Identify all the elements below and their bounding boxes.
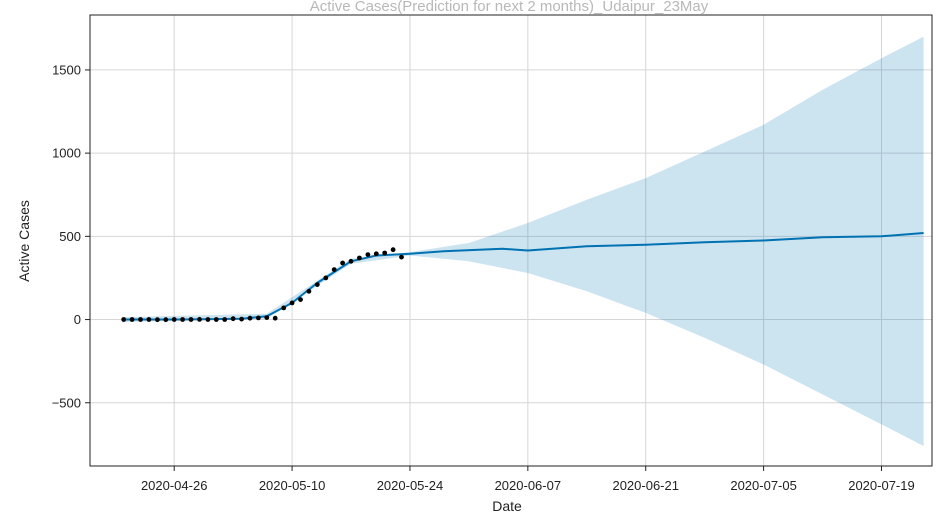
y-tick-label: 500 [59, 229, 81, 244]
observed-point [155, 317, 160, 323]
observed-point [331, 267, 337, 272]
observed-point [272, 315, 278, 321]
observed-point [222, 317, 228, 322]
observed-point [138, 317, 143, 322]
observed-point [188, 317, 194, 322]
y-axis-ticks: −500 0 500 1000 1500 [52, 62, 90, 410]
x-tick-label: 2020-07-19 [848, 478, 915, 493]
observed-point [340, 260, 345, 266]
observed-point [205, 317, 211, 322]
observed-point [247, 315, 253, 321]
x-axis-label: Date [492, 498, 522, 514]
y-axis-label: Active Cases [16, 200, 32, 282]
observed-point [399, 254, 404, 260]
plot-background [90, 15, 932, 466]
x-axis-ticks: 2020-04-26 2020-05-10 2020-05-24 2020-06-07… [141, 466, 915, 493]
plot-frame [89, 14, 933, 467]
observed-point [230, 316, 236, 322]
observed-point [197, 317, 202, 322]
chart-title: Active Cases(Prediction for next 2 month… [310, 0, 709, 15]
observed-point [256, 315, 261, 321]
observed-point [163, 317, 169, 323]
x-tick-label: 2020-07-05 [730, 478, 797, 493]
y-tick-label: 0 [74, 312, 81, 327]
x-tick-label: 2020-06-07 [495, 478, 562, 493]
observed-point [382, 250, 388, 256]
uncertainty-interval [123, 36, 924, 446]
y-tick-label: −500 [52, 395, 81, 410]
observed-point [348, 258, 354, 264]
observed-point [239, 316, 245, 322]
observed-point [281, 305, 287, 311]
y-tick-label: 1000 [52, 146, 81, 161]
x-tick-label: 2020-05-24 [377, 478, 444, 493]
observed-point [390, 247, 396, 253]
observed-point [213, 317, 219, 322]
observed-point [264, 315, 270, 320]
observed-point [289, 300, 295, 306]
observed-point [146, 317, 152, 322]
observed-point [121, 317, 127, 322]
observed-point [314, 282, 320, 287]
observed-point [180, 317, 186, 322]
x-tick-label: 2020-05-10 [259, 478, 326, 493]
y-tick-label: 1500 [52, 62, 81, 77]
x-tick-label: 2020-06-21 [612, 478, 679, 493]
observed-point [357, 255, 362, 261]
observed-point [373, 251, 379, 257]
observed-point [306, 288, 312, 294]
observed-points [121, 247, 404, 323]
uncertainty-band [123, 36, 924, 446]
observed-point [298, 297, 303, 302]
observed-point [171, 317, 177, 322]
observed-point [129, 317, 135, 322]
observed-point [323, 275, 329, 281]
x-tick-label: 2020-04-26 [141, 478, 208, 493]
observed-point [365, 252, 371, 257]
